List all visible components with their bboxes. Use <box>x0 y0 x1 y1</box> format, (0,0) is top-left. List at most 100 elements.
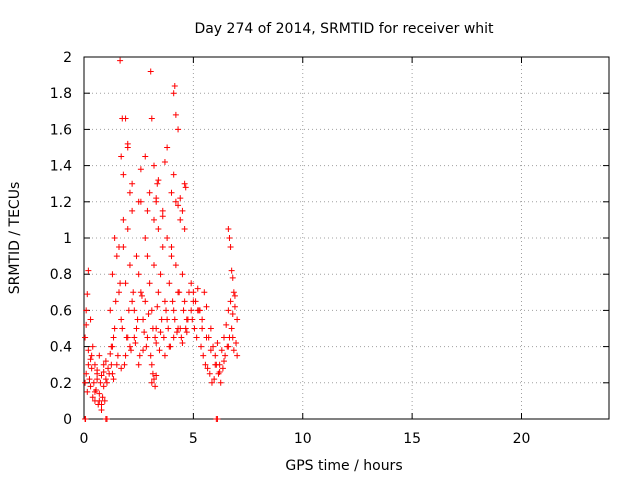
data-point <box>113 253 120 260</box>
data-point <box>230 289 237 296</box>
data-point <box>88 352 95 359</box>
data-point <box>145 311 152 318</box>
data-point <box>84 291 91 298</box>
data-point <box>177 195 184 202</box>
data-point <box>169 298 176 305</box>
data-point <box>229 274 236 281</box>
data-point <box>214 416 221 422</box>
data-point <box>148 361 155 368</box>
data-point <box>198 343 205 350</box>
data-point <box>183 329 190 336</box>
data-point <box>129 207 136 214</box>
data-point <box>206 370 213 377</box>
data-point <box>202 361 209 368</box>
y-tick-label: 1 <box>63 231 72 247</box>
data-point <box>200 352 207 359</box>
data-point <box>131 307 138 314</box>
data-point <box>91 361 98 368</box>
data-point <box>204 365 211 372</box>
data-point <box>144 207 151 214</box>
data-point <box>151 376 157 383</box>
data-point <box>231 303 238 310</box>
data-point <box>122 280 129 287</box>
data-point <box>134 316 141 323</box>
data-point <box>100 383 107 390</box>
data-point <box>170 307 177 314</box>
data-point <box>178 334 185 341</box>
data-point <box>159 207 166 214</box>
data-point <box>98 372 105 379</box>
data-point <box>85 267 92 274</box>
data-point <box>130 289 137 296</box>
data-point <box>137 166 144 173</box>
data-point <box>83 307 90 314</box>
data-point <box>153 372 160 379</box>
data-point <box>190 289 197 296</box>
y-tick-label: 0.4 <box>50 340 72 356</box>
data-point <box>221 358 227 365</box>
data-point <box>135 271 142 278</box>
data-point <box>233 339 240 346</box>
data-point <box>128 347 135 354</box>
data-point <box>108 361 115 368</box>
data-point <box>157 271 164 278</box>
data-point <box>172 262 179 269</box>
data-point <box>148 379 155 386</box>
data-point <box>114 352 121 359</box>
data-point <box>111 325 118 332</box>
data-point <box>155 225 162 232</box>
data-point <box>109 370 116 377</box>
data-point <box>153 339 160 346</box>
data-point <box>203 334 210 341</box>
data-point <box>156 347 163 354</box>
y-tick-label: 1.8 <box>50 86 72 102</box>
data-point <box>120 171 127 178</box>
data-point <box>181 298 188 305</box>
data-point <box>214 339 221 346</box>
data-point <box>101 397 108 404</box>
data-point <box>133 325 140 332</box>
data-point <box>171 82 178 89</box>
data-point <box>172 198 179 205</box>
data-point <box>143 343 150 350</box>
data-point <box>229 311 236 318</box>
data-point <box>151 162 157 169</box>
data-point <box>122 352 129 359</box>
data-point <box>221 334 227 341</box>
data-point <box>231 292 238 299</box>
data-point <box>118 316 125 323</box>
data-point <box>85 361 92 368</box>
data-point <box>170 90 177 97</box>
data-point <box>124 144 131 151</box>
data-point <box>158 316 165 323</box>
data-point <box>144 253 151 260</box>
data-point <box>182 325 189 332</box>
data-point <box>234 352 241 359</box>
data-point <box>135 361 142 368</box>
data-point <box>120 216 127 223</box>
data-point <box>141 329 148 336</box>
data-point <box>193 334 200 341</box>
data-point <box>151 262 157 269</box>
data-point <box>230 347 237 354</box>
data-point <box>225 225 232 232</box>
axis-ticks <box>83 56 609 420</box>
data-point <box>179 339 186 346</box>
data-point <box>148 115 155 122</box>
data-point <box>107 350 114 357</box>
data-point <box>96 352 103 359</box>
data-point <box>103 416 110 422</box>
data-point <box>207 347 214 354</box>
data-point <box>159 213 166 220</box>
data-point <box>161 298 168 305</box>
data-point <box>94 367 101 374</box>
data-point <box>154 303 161 310</box>
data-point <box>123 334 130 341</box>
data-point <box>159 244 166 251</box>
data-point <box>161 352 168 359</box>
data-point <box>142 235 149 241</box>
tick-labels: 00.20.40.60.811.21.41.61.820 5 10 15 20 <box>50 50 531 447</box>
data-point <box>151 216 157 223</box>
data-point <box>155 177 162 184</box>
data-point <box>179 271 186 278</box>
